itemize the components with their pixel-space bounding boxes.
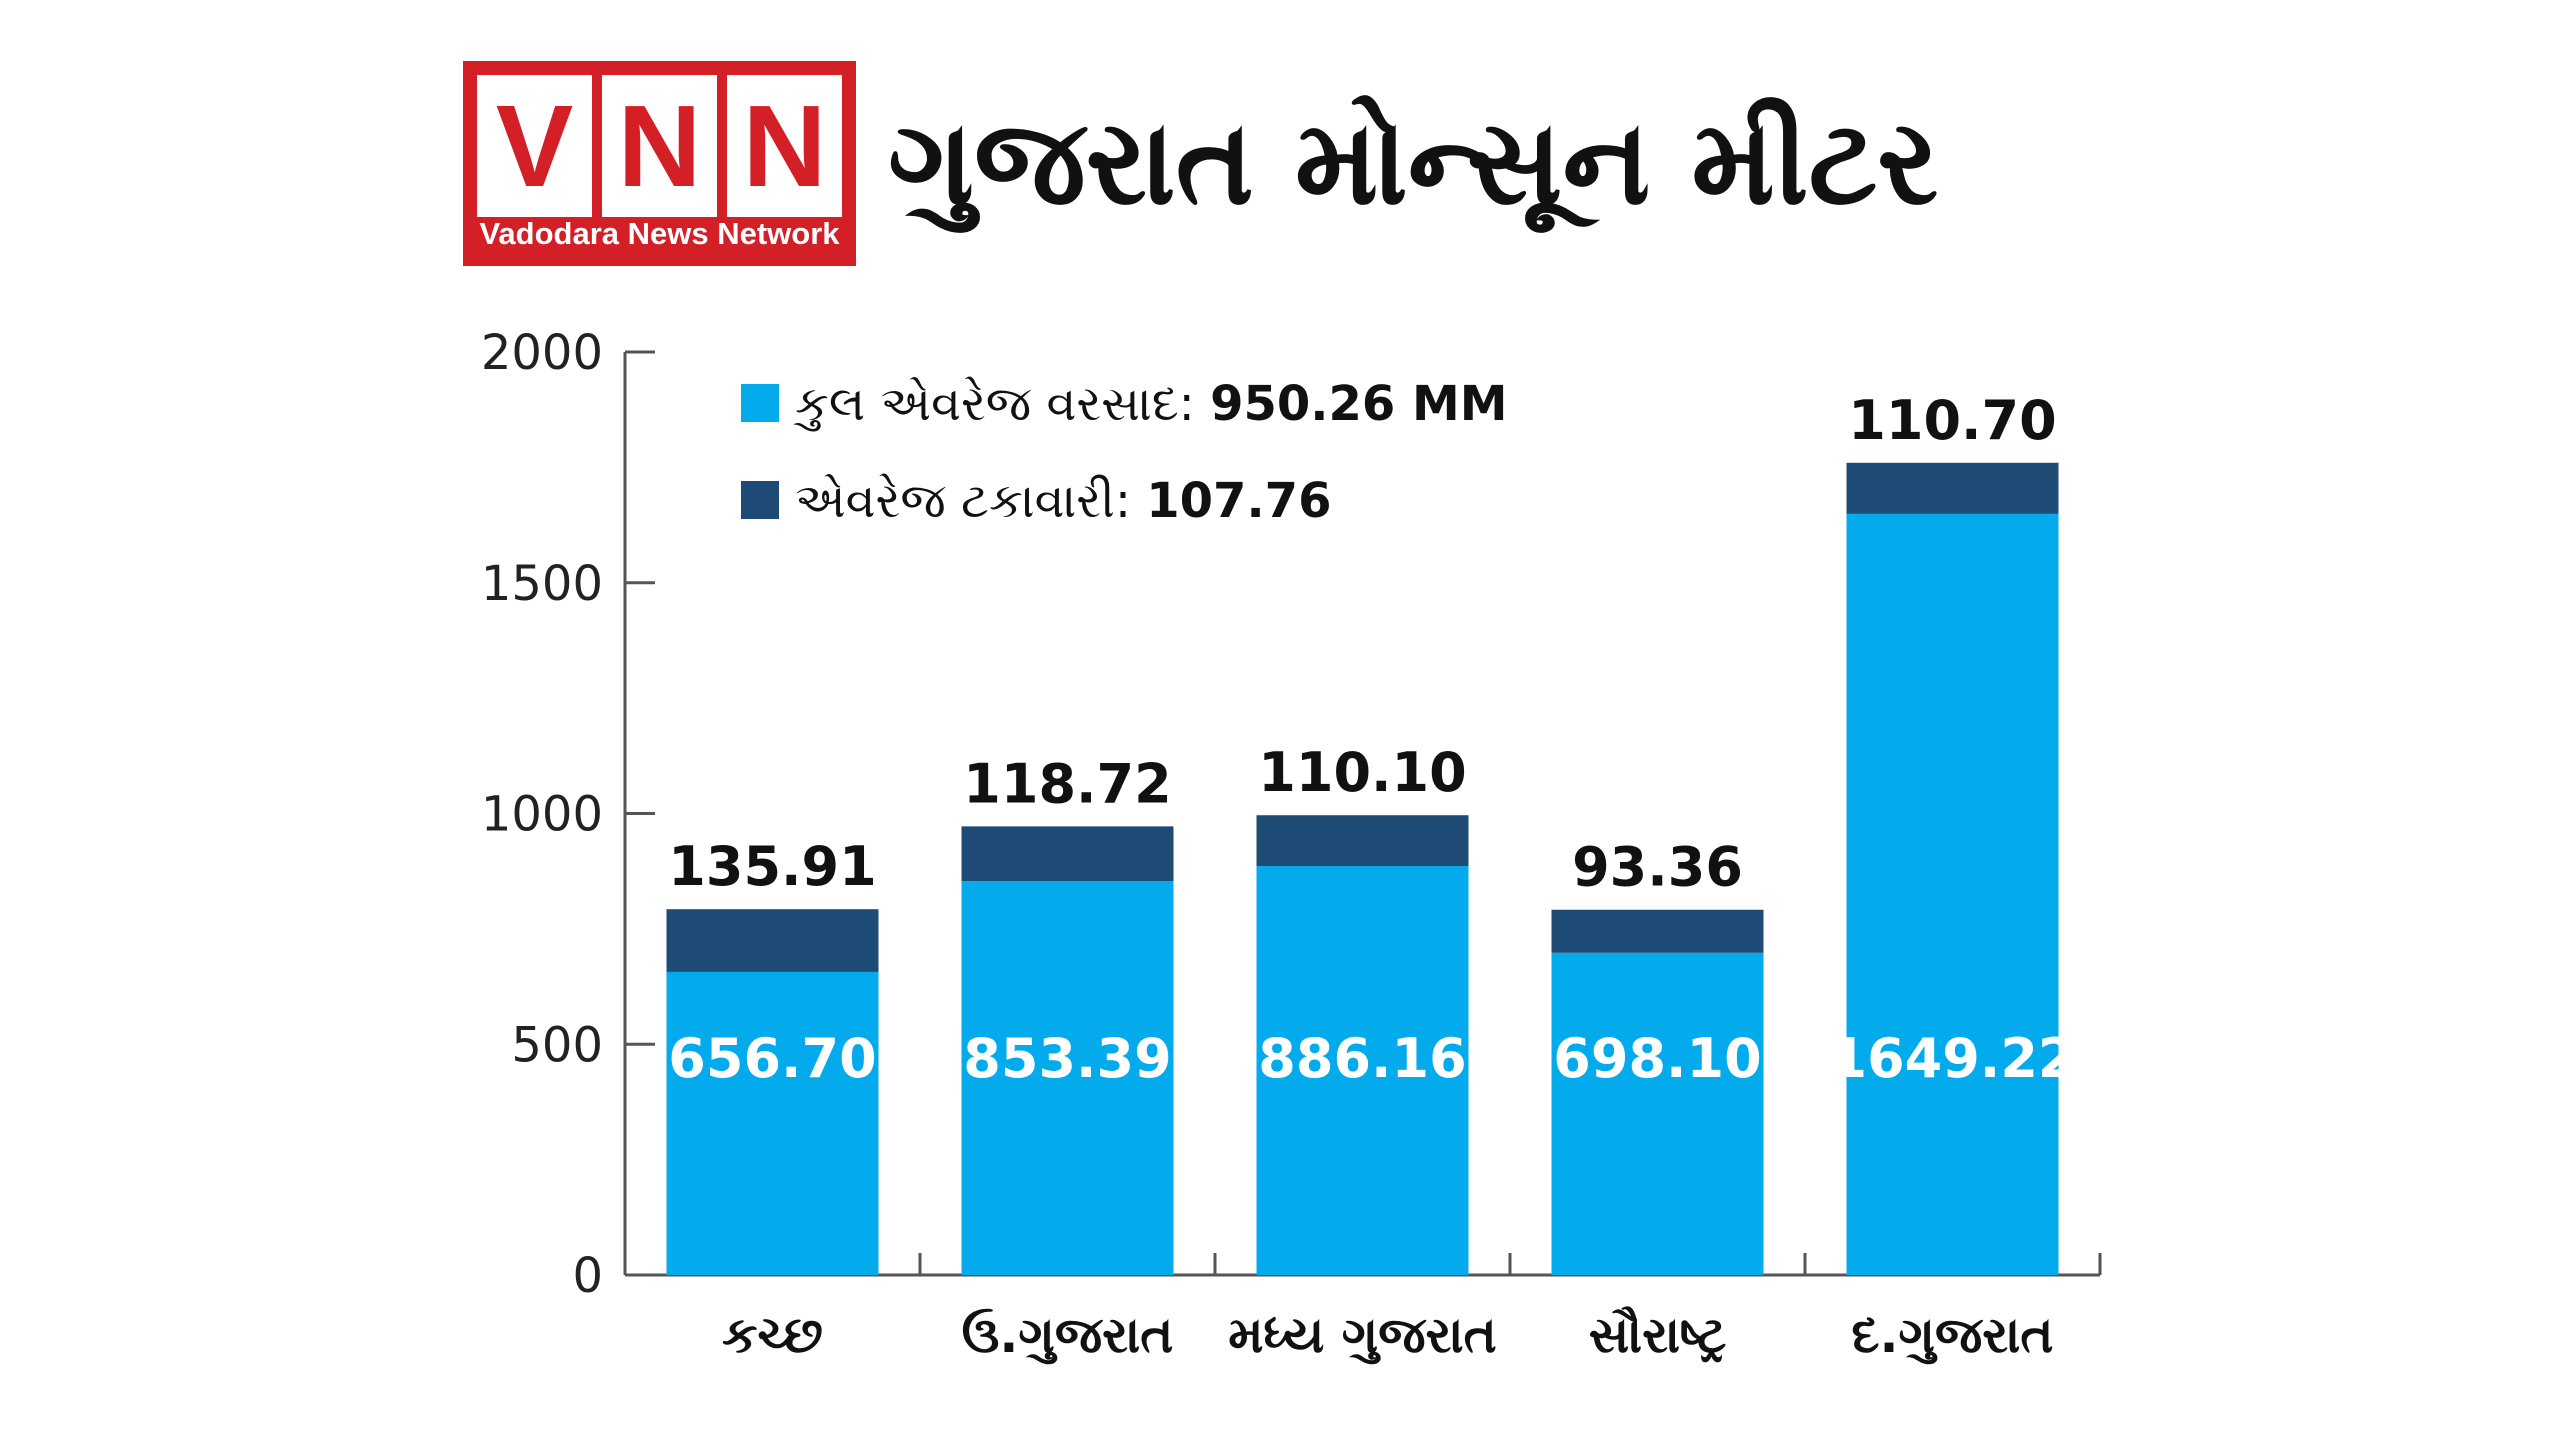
- legend-entry: એવરેજ ટકાવારી: 107.76: [795, 473, 1331, 529]
- bar-value-label: 656.70: [668, 1027, 876, 1090]
- bar-top-label: 110.10: [1258, 741, 1466, 804]
- bar-top-label: 135.91: [668, 835, 876, 898]
- legend-label: એવરેજ ટકાવારી:: [795, 473, 1146, 529]
- y-tick-label: 1000: [481, 787, 603, 843]
- y-tick-label: 1500: [481, 556, 603, 612]
- bar-segment-percentage: [961, 826, 1174, 882]
- bar-segment-rainfall: [1256, 866, 1469, 1275]
- legend-entry: કુલ એવરેજ વરસાદ: 950.26 MM: [793, 376, 1508, 432]
- logo-letter: V: [477, 75, 592, 217]
- logo-subtitle: Vadodara News Network: [479, 216, 840, 251]
- legend-swatch: [741, 384, 779, 422]
- bar-segment-rainfall: [666, 971, 879, 1275]
- bar-segment-percentage: [1256, 815, 1469, 867]
- legend-value: 107.76: [1146, 473, 1331, 529]
- bar-segment-percentage: [1551, 909, 1764, 953]
- headline: ગુજરાત મોન્સૂન મીટર: [888, 93, 1939, 231]
- y-tick-label: 500: [511, 1017, 603, 1073]
- bar-segment-rainfall: [961, 881, 1174, 1275]
- vnn-logo: V N N Vadodara News Network: [463, 61, 856, 266]
- bar-value-label: 698.10: [1553, 1027, 1761, 1090]
- bar-segment-percentage: [1846, 462, 2059, 514]
- x-category-label: કચ્છ: [722, 1306, 823, 1364]
- bar-value-label: 853.39: [963, 1027, 1171, 1090]
- x-category-label: ઉ.ગુજરાત: [962, 1306, 1174, 1365]
- bar-value-label: 1649.22: [1830, 1027, 2076, 1090]
- bar-segment-rainfall: [1846, 513, 2059, 1275]
- logo-letter: N: [602, 75, 717, 217]
- legend-swatch: [741, 481, 779, 519]
- legend-value: 950.26 MM: [1210, 376, 1507, 432]
- logo-letters: V N N: [477, 75, 842, 217]
- x-category-label: મધ્ય ગુજરાત: [1228, 1306, 1497, 1365]
- bar-top-label: 118.72: [963, 752, 1171, 815]
- legend-label: કુલ એવરેજ વરસાદ:: [793, 376, 1210, 432]
- bar-top-label: 110.70: [1848, 389, 2056, 452]
- y-tick-label: 2000: [481, 325, 603, 381]
- y-tick-label: 0: [572, 1248, 603, 1304]
- bar-top-label: 93.36: [1572, 836, 1743, 899]
- bar-segment-rainfall: [1551, 952, 1764, 1275]
- bar-value-label: 886.16: [1258, 1027, 1466, 1090]
- bar-segment-percentage: [666, 909, 879, 972]
- logo-letter: N: [727, 75, 842, 217]
- x-category-label: સૌરાષ્ટ્ર: [1589, 1306, 1727, 1364]
- x-category-label: દ.ગુજરાત: [1852, 1306, 2054, 1365]
